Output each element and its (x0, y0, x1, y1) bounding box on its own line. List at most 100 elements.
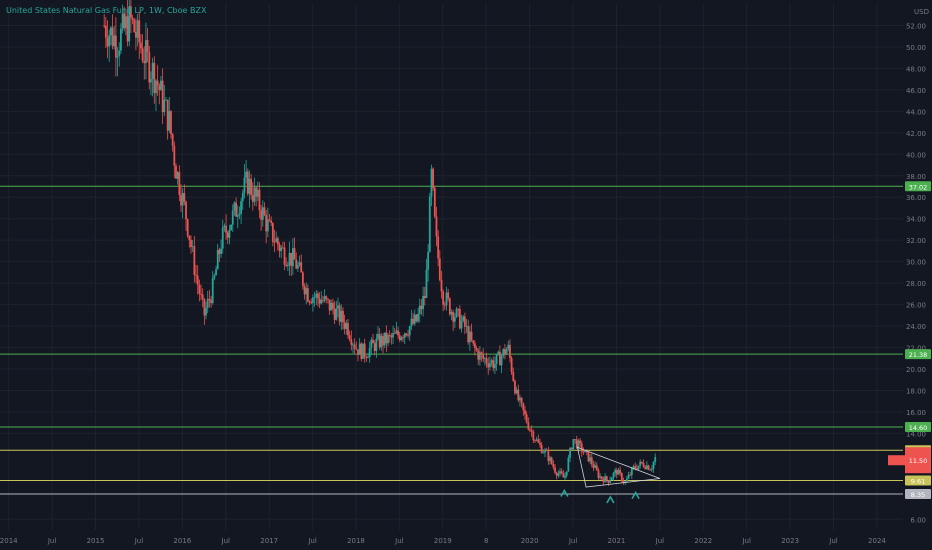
candle-body (253, 187, 256, 202)
candle-body (463, 316, 466, 327)
candle-body (654, 457, 657, 462)
candle-body (402, 337, 404, 339)
candle-body (225, 225, 227, 233)
candle-body (614, 469, 617, 473)
candle-body (103, 25, 106, 27)
candle-body (582, 451, 585, 453)
candle-body (193, 246, 196, 275)
price-tick-label: 36.00 (906, 194, 926, 202)
candle-body (215, 269, 217, 276)
candle-body (266, 219, 269, 232)
candle-body (161, 80, 164, 113)
price-tick-label: 20.00 (906, 366, 926, 374)
candle-body (375, 338, 378, 351)
candle-body (201, 294, 204, 300)
candle-body (352, 344, 354, 346)
candle-body (559, 471, 561, 474)
candle-body (387, 335, 389, 344)
candle-body (337, 305, 339, 309)
candle-body (422, 295, 425, 310)
candle-body (577, 440, 580, 448)
time-tick-label: 2015 (87, 537, 105, 545)
candle-body (332, 302, 334, 309)
candle-body (131, 17, 134, 20)
candle-body (221, 227, 224, 249)
candle-body (549, 457, 551, 461)
candle-body (348, 335, 351, 340)
candle-body (423, 295, 426, 299)
candle-body (470, 331, 473, 341)
triangle-pattern (576, 446, 661, 488)
candle-body (555, 472, 558, 476)
price-tick-label: 42.00 (906, 130, 926, 138)
candle-body (532, 431, 535, 441)
candle-body (462, 316, 465, 321)
candle-body (135, 31, 137, 38)
candle-body (123, 13, 126, 29)
candle-body (318, 298, 321, 304)
candle-body (278, 244, 281, 252)
price-tick-label: 52.00 (906, 22, 926, 30)
triangle-drawing[interactable] (576, 446, 661, 488)
candle-body (335, 308, 338, 320)
candle-body (165, 99, 167, 101)
candle-body (338, 305, 341, 322)
candle-body (610, 477, 613, 480)
candle-body (539, 442, 541, 445)
candle-body (106, 37, 109, 47)
candle-body (629, 474, 632, 476)
price-tick-label: 26.00 (906, 302, 926, 310)
candle-body (268, 219, 271, 221)
candle-body (567, 457, 570, 472)
candle-body (206, 298, 209, 309)
candle-body (367, 356, 369, 358)
candle-body (418, 305, 421, 314)
candle-body (499, 351, 501, 366)
candle-body (502, 349, 505, 356)
candle-body (238, 213, 241, 216)
candle-body (255, 187, 258, 197)
candle-body (290, 252, 293, 267)
candle-body (504, 349, 506, 355)
candle-body (228, 230, 231, 238)
candle-body (552, 463, 555, 468)
candle-body (412, 318, 414, 324)
candle-body (447, 292, 450, 299)
candle-body (579, 440, 581, 444)
candle-body (158, 85, 161, 91)
candle-body (362, 343, 364, 359)
candle-body (417, 313, 420, 322)
candle-body (181, 193, 184, 206)
candle-body (545, 450, 548, 451)
candle-body (275, 238, 278, 243)
candle-body (483, 358, 486, 360)
candle-body (145, 40, 147, 64)
time-tick-label: Jul (568, 537, 578, 545)
candle-body (432, 168, 435, 188)
candle-body (143, 60, 146, 64)
candle-body (136, 20, 139, 38)
price-tick-label: 24.00 (906, 323, 926, 331)
candle-body (525, 414, 528, 423)
candle-body (512, 372, 515, 381)
candle-body (544, 450, 546, 453)
candle-body (248, 178, 251, 194)
candle-body (450, 311, 453, 315)
price-tick-label: 28.00 (906, 280, 926, 288)
candle-body (400, 337, 403, 341)
candle-body (478, 352, 481, 360)
candle-body (647, 465, 650, 470)
candle-body (213, 275, 216, 279)
candle-body (574, 439, 576, 440)
candle-body (109, 27, 112, 36)
time-tick-label: Jul (134, 537, 144, 545)
candle-body (467, 326, 470, 343)
candle-body (358, 343, 361, 355)
price-tick-label: 46.00 (906, 87, 926, 95)
time-tick-label: 2018 (347, 537, 365, 545)
price-axis-panel[interactable] (903, 0, 932, 530)
candle-body (448, 298, 451, 315)
last-price-tag (905, 447, 931, 474)
candle-body (373, 343, 376, 351)
